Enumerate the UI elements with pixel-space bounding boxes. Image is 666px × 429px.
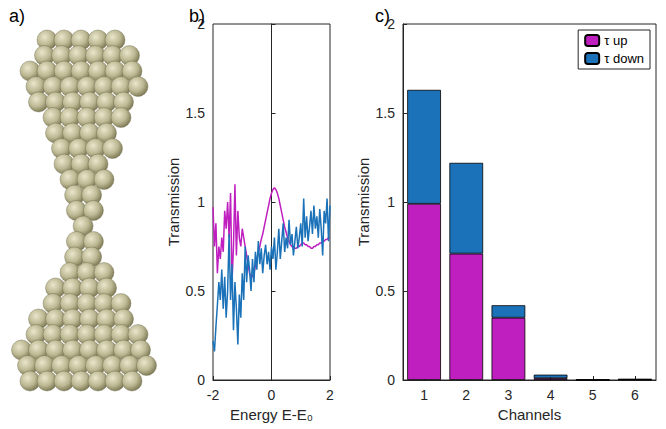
svg-text:Transmission: Transmission bbox=[355, 158, 372, 247]
svg-text:1: 1 bbox=[420, 387, 428, 403]
svg-text:Transmission: Transmission bbox=[165, 158, 182, 247]
svg-text:6: 6 bbox=[631, 387, 639, 403]
svg-text:0.5: 0.5 bbox=[186, 283, 206, 299]
svg-text:-2: -2 bbox=[207, 387, 220, 403]
svg-text:τ down: τ down bbox=[604, 51, 644, 66]
svg-text:0: 0 bbox=[387, 372, 395, 388]
svg-text:2: 2 bbox=[387, 16, 395, 32]
svg-text:1: 1 bbox=[197, 194, 205, 210]
svg-text:2: 2 bbox=[326, 387, 334, 403]
svg-text:1.5: 1.5 bbox=[376, 105, 396, 121]
svg-text:τ up: τ up bbox=[604, 33, 627, 48]
svg-text:a): a) bbox=[9, 6, 25, 26]
svg-text:c): c) bbox=[375, 6, 390, 26]
svg-text:2: 2 bbox=[462, 387, 470, 403]
svg-text:1.5: 1.5 bbox=[186, 105, 206, 121]
svg-text:1: 1 bbox=[387, 194, 395, 210]
svg-text:3: 3 bbox=[505, 387, 513, 403]
svg-text:0: 0 bbox=[268, 387, 276, 403]
svg-text:Channels: Channels bbox=[498, 406, 561, 423]
svg-text:5: 5 bbox=[589, 387, 597, 403]
svg-text:0: 0 bbox=[197, 372, 205, 388]
svg-text:b): b) bbox=[189, 6, 205, 26]
svg-text:Energy E-E₀: Energy E-E₀ bbox=[230, 406, 313, 423]
svg-text:4: 4 bbox=[547, 387, 555, 403]
svg-text:0.5: 0.5 bbox=[376, 283, 396, 299]
